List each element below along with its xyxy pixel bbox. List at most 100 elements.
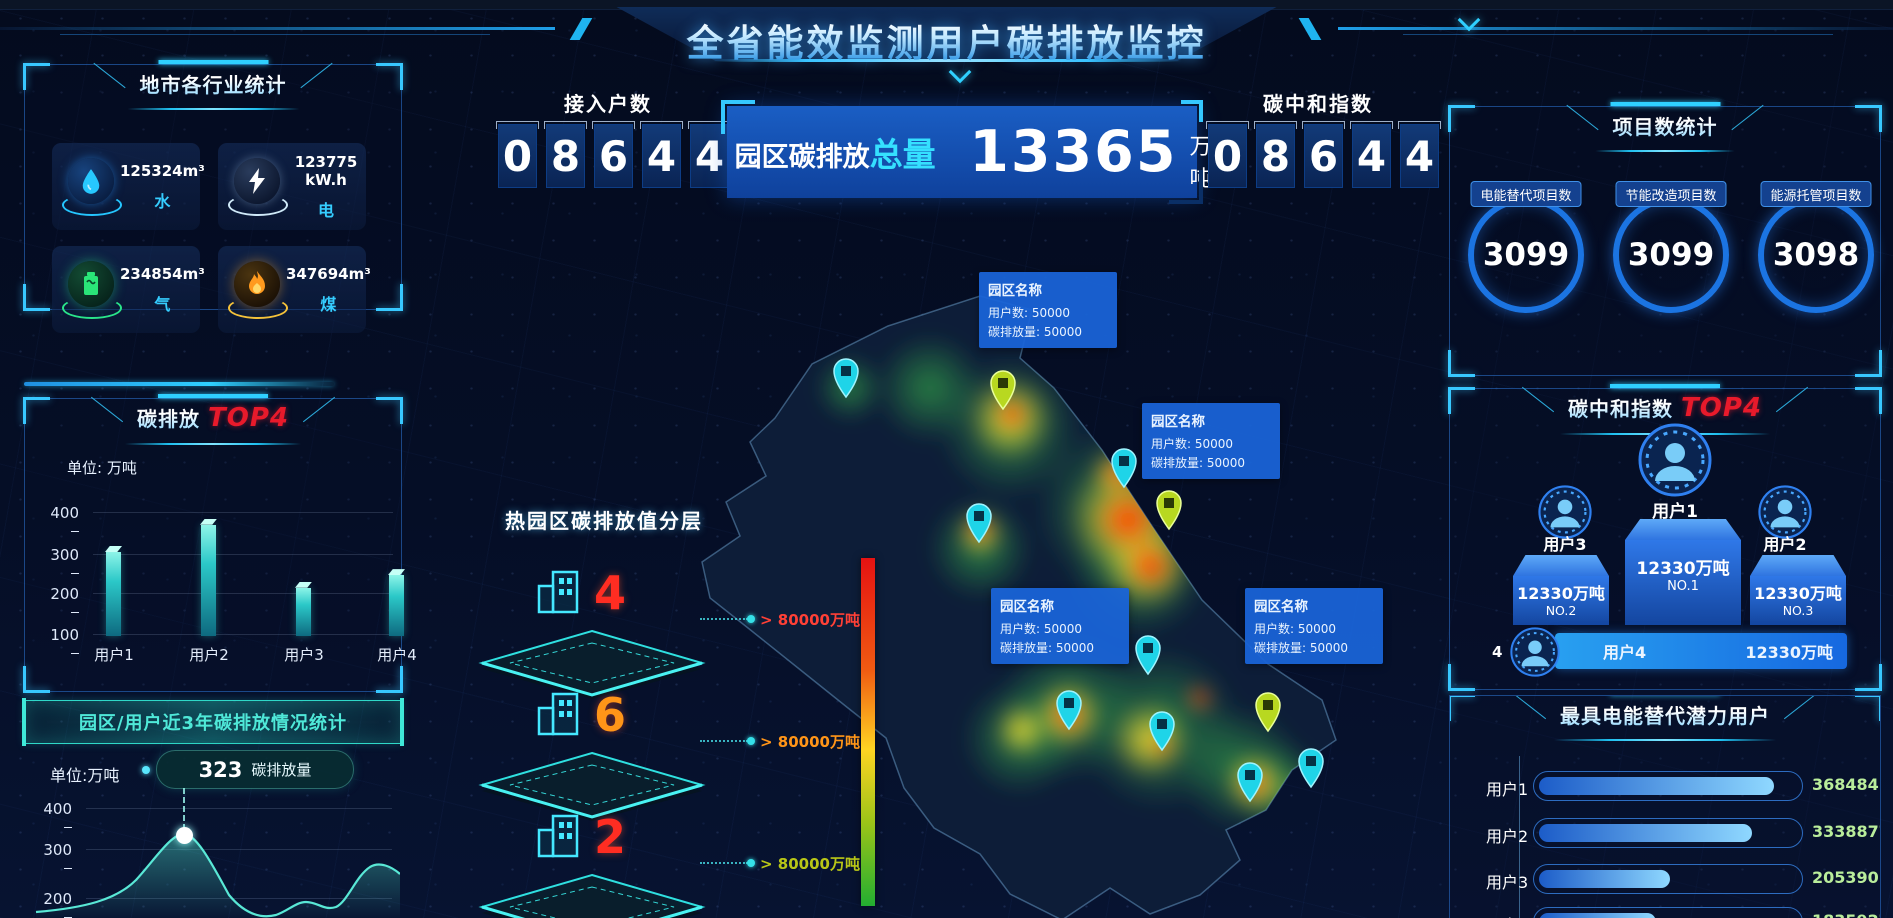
- digit-box: 8: [1254, 121, 1297, 188]
- project-label: 能源托管项目数: [1760, 181, 1872, 207]
- lightning-icon: [228, 156, 288, 218]
- map-pins[interactable]: [833, 358, 1324, 803]
- neutral-index-digits: 0 8 6 4 4: [1206, 121, 1441, 188]
- panel-header: 碳排放 TOP4: [103, 394, 323, 445]
- podium-block-top: [1625, 519, 1741, 540]
- bar-user3[interactable]: [296, 587, 311, 636]
- x-label: 用户2: [189, 646, 229, 664]
- tooltip-label: 碳排放量: [251, 761, 312, 779]
- stat-label: 煤: [320, 294, 337, 314]
- header-left-line: [0, 27, 555, 30]
- layer-connector: [700, 859, 755, 867]
- header-right-line: [1338, 27, 1893, 30]
- avatar-user1: [1638, 423, 1712, 497]
- progress-fill: [1539, 870, 1671, 888]
- potential-row[interactable]: 用户3 2053901: [1450, 863, 1880, 897]
- progress-fill: [1539, 913, 1657, 918]
- project-stats-panel: 项目数统计 电能替代项目数 3099 节能改造项目数 3099 能源托管项目数 …: [1448, 102, 1882, 377]
- heat-scale-bar: [861, 558, 875, 906]
- three-year-emission-banner-button[interactable]: 园区/用户近3年碳排放情况统计: [22, 698, 404, 746]
- project-label: 电能替代项目数: [1470, 181, 1582, 207]
- rank-value: 12330万吨: [1745, 643, 1833, 662]
- stat-value: 125324m³: [120, 161, 205, 180]
- panel-title: 碳中和指数: [1568, 397, 1674, 421]
- neutral-index-label: 碳中和指数: [1263, 92, 1373, 116]
- data-point-marker: [176, 827, 193, 844]
- building-icon: [537, 692, 579, 736]
- podium-value: 12330万吨: [1636, 559, 1730, 579]
- tooltip-leader-line: [183, 788, 185, 830]
- bar-user2[interactable]: [201, 524, 216, 636]
- map-tooltip: 园区名称 用户数: 50000 碳排放量: 50000: [1142, 403, 1280, 480]
- potential-row[interactable]: 用户2 3338877: [1450, 817, 1880, 851]
- podium-rank: NO.3: [1782, 603, 1814, 618]
- podium-value: 12330万吨: [1754, 584, 1842, 603]
- building-icon: [537, 814, 579, 858]
- podium-block-top: [1750, 555, 1846, 576]
- axis-line: [1519, 756, 1520, 918]
- panel-title: 项目数统计: [1612, 115, 1718, 139]
- podium-rank: NO.2: [1545, 603, 1577, 618]
- x-label: 用户4: [377, 646, 417, 664]
- progress-fill: [1539, 777, 1775, 795]
- potential-row[interactable]: 用户1 3684841: [1450, 770, 1880, 804]
- progress-track: [1533, 771, 1803, 801]
- header-banner-edge: [711, 59, 1182, 62]
- access-count-label: 接入户数: [564, 92, 652, 116]
- avatar-user3: [1538, 485, 1592, 539]
- panel-title-highlight: TOP4: [208, 403, 289, 433]
- podium-block-no2: [1513, 576, 1609, 625]
- map-tooltip: 园区名称 用户数: 50000 碳排放量: 50000: [979, 272, 1117, 349]
- panel-title-highlight: TOP4: [1681, 393, 1762, 423]
- potential-row[interactable]: 用户4 1835927: [1450, 906, 1880, 918]
- chart-unit-label: 单位:万吨: [50, 766, 120, 785]
- digit-box: 4: [640, 121, 683, 188]
- layer-count: 4: [594, 566, 627, 620]
- digit-box: 0: [496, 121, 539, 188]
- stat-label: 气: [154, 294, 171, 314]
- header-left-subline: [60, 34, 490, 35]
- y-tick: 100: [39, 626, 79, 662]
- project-label: 节能改造项目数: [1615, 181, 1727, 207]
- podium-user: 用户3: [1543, 535, 1587, 554]
- digit-box: 4: [1398, 121, 1441, 188]
- y-tick: 400: [32, 800, 72, 836]
- bar-user1[interactable]: [106, 552, 121, 636]
- layer-platform-3: [478, 873, 706, 918]
- area-chart[interactable]: [24, 750, 400, 918]
- neutral-top4-panel: 碳中和指数 TOP4 用户1 用户3 用户2 12330万吨 NO.1 12: [1448, 384, 1882, 691]
- industry-stats-panel: 地市各行业统计 125324m³ 水 123775 kW.h 电 234854m…: [23, 60, 403, 333]
- x-label: 用户1: [94, 646, 134, 664]
- project-circle: 3098: [1758, 197, 1874, 313]
- total-emission-panel: 园区碳排放总量 13365 万吨: [721, 100, 1212, 204]
- podium-user: 用户2: [1763, 535, 1807, 554]
- podium-value: 12330万吨: [1517, 584, 1605, 603]
- bar-user4[interactable]: [389, 575, 404, 636]
- total-label: 园区碳排放总量: [734, 135, 936, 174]
- chart-unit-label: 单位: 万吨: [67, 459, 137, 477]
- tooltip-dot: [142, 766, 150, 774]
- layer-connector: [700, 737, 755, 745]
- gas-tank-icon: [62, 259, 122, 321]
- emission-top4-panel: 碳排放 TOP4 单位: 万吨 400 300 200 100 用户1 用户2 用…: [23, 394, 417, 693]
- podium-block-no3: [1750, 576, 1846, 625]
- stat-card-electricity: 123775 kW.h 电: [218, 143, 366, 230]
- y-tick: 200: [39, 585, 79, 621]
- map-tooltip: 园区名称 用户数: 50000 碳排放量: 50000: [991, 588, 1129, 665]
- progress-track: [1533, 864, 1803, 894]
- stat-card-water: 125324m³ 水: [52, 143, 205, 230]
- rank-row-user4[interactable]: 用户4 12330万吨: [1555, 633, 1847, 669]
- stat-label: 电: [317, 200, 334, 220]
- chart-tooltip: 323 碳排放量: [156, 750, 354, 789]
- tooltip-value: 323: [198, 757, 243, 782]
- digit-box: 6: [592, 121, 635, 188]
- stat-value: 123775 kW.h: [294, 152, 358, 189]
- panel-title: 最具电能替代潜力用户: [1560, 704, 1770, 728]
- avatar-user4: [1510, 627, 1560, 677]
- total-value: 13365: [969, 119, 1178, 185]
- stat-value: 234854m³: [120, 264, 205, 283]
- header-right-subline: [1403, 34, 1833, 35]
- header-banner-shape: [616, 7, 1277, 61]
- page-title: 全省能效监测用户碳排放监控: [597, 13, 1297, 67]
